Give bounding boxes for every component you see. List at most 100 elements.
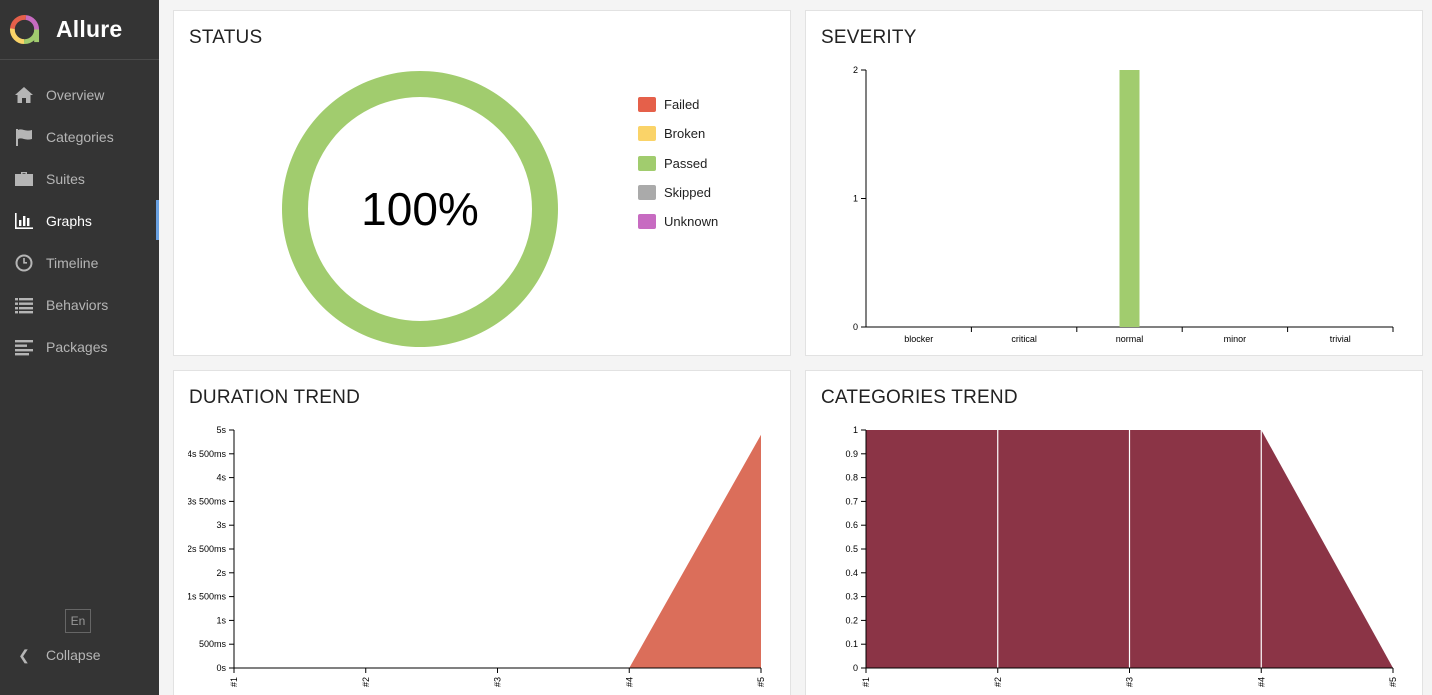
x-tick-label: blocker: [904, 334, 933, 344]
legend-item-skipped[interactable]: Skipped: [638, 178, 718, 207]
x-tick-label: #1: [229, 677, 239, 687]
widget-title: DURATION TREND: [189, 387, 360, 408]
categories-trend-widget: CATEGORIES TREND 0 0.1 0.2 0.3 0.4 0.5 0.6 0.7 0…: [805, 370, 1423, 695]
allure-logo-icon: [9, 14, 40, 45]
y-tick-label: 0.6: [845, 520, 858, 530]
x-tick-label: #2: [361, 677, 371, 687]
sidebar-item-label: Behaviors: [46, 297, 109, 313]
severity-widget: SEVERITY 0 1 2 blocker critical normal minor tr…: [805, 10, 1423, 356]
x-tick-label: #3: [1125, 677, 1135, 687]
legend-swatch: [638, 214, 656, 230]
x-tick-label: #2: [993, 677, 1003, 687]
duration-trend-widget: DURATION TREND 0s 500ms 1s 1s 500ms 2s 2s 500…: [173, 370, 791, 695]
y-tick-label: 500ms: [199, 639, 227, 649]
y-tick-label: 3s: [216, 520, 226, 530]
y-tick-label: 1: [853, 425, 858, 435]
trend-area: [234, 434, 761, 668]
sidebar-item-timeline[interactable]: Timeline: [0, 242, 159, 284]
legend-label: Skipped: [664, 185, 711, 201]
legend-swatch: [638, 97, 656, 113]
x-tick-label: normal: [1116, 334, 1144, 344]
home-icon: [13, 86, 35, 104]
status-donut-chart: 100%: [281, 71, 558, 347]
y-tick-label: 3s 500ms: [187, 496, 227, 506]
legend-item-failed[interactable]: Failed: [638, 90, 718, 119]
x-tick-label: critical: [1011, 334, 1037, 344]
x-tick-label: #4: [1256, 677, 1266, 687]
y-tick-label: 2s 500ms: [187, 544, 227, 554]
legend-item-passed[interactable]: Passed: [638, 149, 718, 178]
sidebar-item-packages[interactable]: Packages: [0, 326, 159, 368]
app-name: Allure: [56, 16, 123, 42]
y-tick-label: 0.3: [845, 592, 858, 602]
legend-swatch: [638, 155, 656, 171]
collapse-label: Collapse: [46, 647, 101, 663]
sidebar-item-categories[interactable]: Categories: [0, 116, 159, 158]
y-tick-label: 0.8: [845, 473, 858, 483]
sidebar-item-label: Suites: [46, 171, 85, 187]
widget-title: CATEGORIES TREND: [821, 387, 1018, 408]
x-tick-label: #5: [756, 677, 766, 687]
status-widget: STATUS 100% Failed Broken Passed Skipped…: [173, 10, 791, 356]
sidebar-item-label: Overview: [46, 87, 105, 103]
sidebar-nav: Overview Categories Suites Graphs Timeli…: [0, 74, 159, 368]
widget-title: SEVERITY: [821, 27, 917, 48]
sidebar-item-label: Packages: [46, 339, 108, 355]
duration-trend-chart: 0s 500ms 1s 1s 500ms 2s 2s 500ms 3s 3s 500ms 4s 4…: [174, 411, 766, 687]
legend-swatch: [638, 126, 656, 142]
clock-icon: [13, 254, 35, 272]
y-tick-label: 0.7: [845, 496, 858, 506]
y-tick-label: 0.2: [845, 615, 858, 625]
sidebar-item-behaviors[interactable]: Behaviors: [0, 284, 159, 326]
language-switch-button[interactable]: En: [65, 609, 91, 633]
status-legend: Failed Broken Passed Skipped Unknown: [638, 90, 718, 236]
label-clip: [174, 411, 188, 681]
label-clip: [806, 411, 820, 681]
legend-label: Failed: [664, 97, 700, 113]
collapse-button[interactable]: ❮ Collapse: [13, 643, 100, 667]
sidebar-item-overview[interactable]: Overview: [0, 74, 159, 116]
sidebar-item-label: Timeline: [46, 255, 99, 271]
x-tick-label: #3: [493, 677, 503, 687]
y-tick-label: 1s 500ms: [187, 592, 227, 602]
y-tick-label: 2s: [216, 568, 226, 578]
brand[interactable]: Allure: [0, 0, 159, 60]
legend-label: Unknown: [664, 214, 719, 230]
y-tick-label: 2: [853, 65, 858, 75]
y-tick-label: 0.5: [845, 544, 858, 554]
briefcase-icon: [13, 170, 35, 188]
list-icon: [13, 296, 35, 314]
legend-item-broken[interactable]: Broken: [638, 119, 718, 148]
legend-label: Passed: [664, 155, 708, 171]
sidebar: Allure Overview Categories Suites Graphs: [0, 0, 159, 695]
y-tick-label: 4s: [216, 473, 226, 483]
legend-label: Broken: [664, 126, 706, 142]
x-tick-label: #5: [1388, 677, 1398, 687]
x-tick-label: minor: [1224, 334, 1247, 344]
bar-normal: [1119, 70, 1140, 327]
y-tick-label: 0.4: [845, 568, 858, 578]
sidebar-item-suites[interactable]: Suites: [0, 158, 159, 200]
chevron-left-icon: ❮: [18, 646, 30, 663]
x-tick-label: #1: [861, 677, 871, 687]
align-left-icon: [13, 338, 35, 356]
widget-title: STATUS: [189, 27, 263, 48]
y-tick-label: 5s: [216, 425, 226, 435]
status-percent-label: 100%: [361, 183, 479, 235]
y-tick-label: 0: [853, 663, 858, 673]
flag-icon: [13, 128, 35, 146]
legend-swatch: [638, 185, 656, 201]
y-tick-label: 0s: [216, 663, 226, 673]
sidebar-item-label: Categories: [46, 129, 114, 145]
sidebar-item-label: Graphs: [46, 213, 92, 229]
sidebar-item-graphs[interactable]: Graphs: [0, 200, 159, 242]
y-tick-label: 1: [853, 194, 858, 204]
legend-item-unknown[interactable]: Unknown: [638, 207, 718, 236]
bar-chart-icon: [13, 212, 35, 230]
y-tick-label: 0.1: [845, 639, 858, 649]
y-tick-label: 0.9: [845, 449, 858, 459]
y-tick-label: 0: [853, 322, 858, 332]
y-tick-label: 4s 500ms: [187, 449, 227, 459]
x-tick-label: trivial: [1330, 334, 1351, 344]
x-tick-label: #4: [624, 677, 634, 687]
